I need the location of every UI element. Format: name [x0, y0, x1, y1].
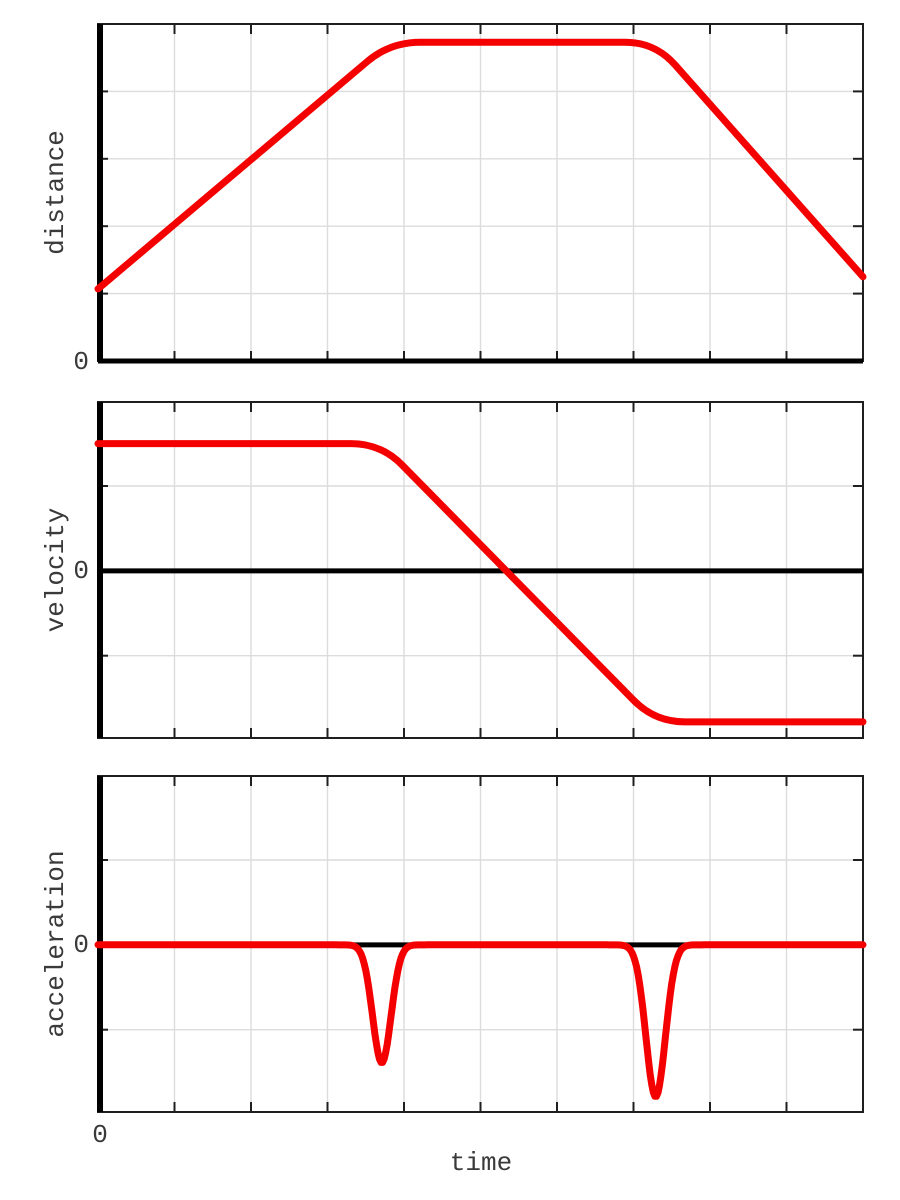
acceleration-plot-panel	[94, 775, 867, 1113]
ylabel-distance: distance	[41, 130, 71, 255]
ytick-zero-velocity: 0	[73, 556, 89, 586]
ytick-zero-acceleration: 0	[73, 930, 89, 960]
ytick-zero-distance: 0	[73, 347, 89, 377]
distance-plot-panel	[94, 23, 867, 364]
xtick-zero: 0	[92, 1120, 108, 1150]
velocity-plot-panel	[94, 401, 867, 739]
charts-layer	[94, 23, 867, 1113]
velocity-curve	[94, 440, 867, 726]
ylabel-velocity: velocity	[41, 508, 71, 633]
acceleration-curve	[94, 941, 867, 1100]
ylabel-acceleration: acceleration	[41, 850, 71, 1037]
distance-curve	[94, 38, 867, 293]
xlabel-time: time	[450, 1148, 512, 1178]
